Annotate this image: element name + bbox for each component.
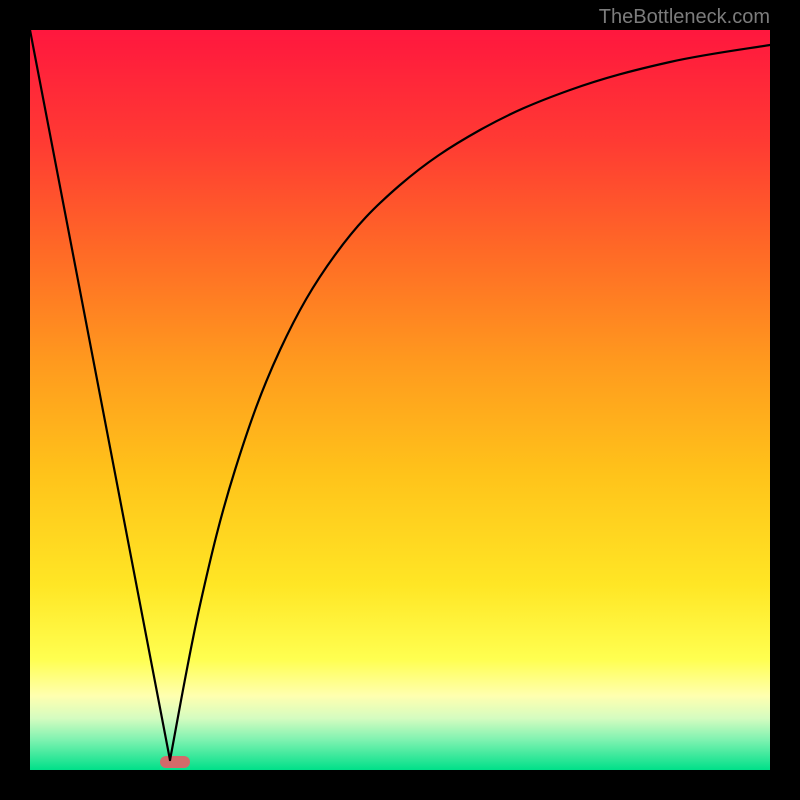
plot-area [30,30,770,770]
target-marker [160,756,190,768]
curve-left-segment [30,30,170,760]
chart-svg [30,30,770,770]
watermark-text: TheBottleneck.com [599,6,770,29]
curve-right-segment [170,45,770,760]
